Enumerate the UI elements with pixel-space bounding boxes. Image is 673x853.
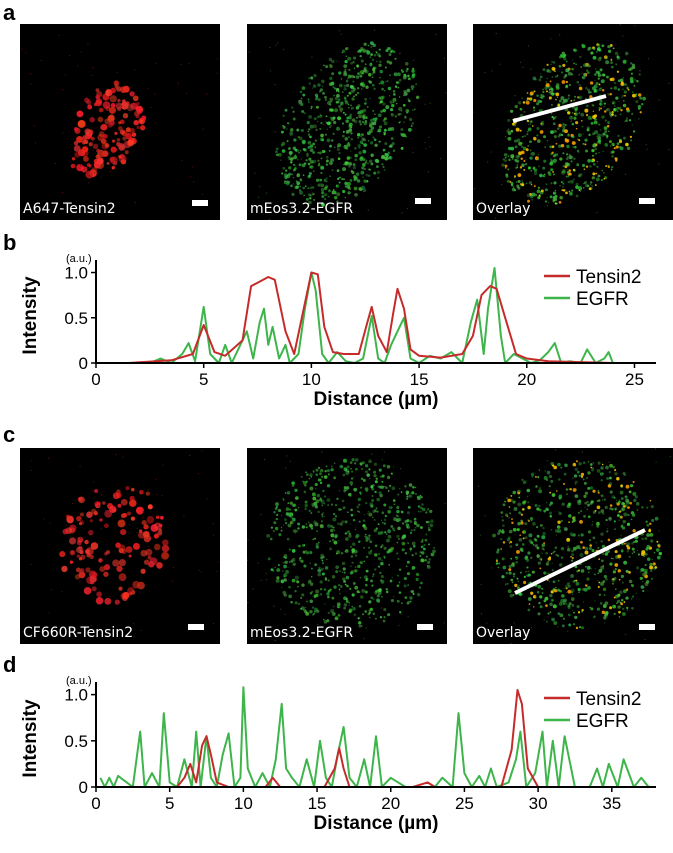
x-tick-label: 0 (91, 370, 100, 389)
x-tick-label: 15 (410, 370, 429, 389)
scale-bar (415, 198, 431, 204)
image-label: CF660R-Tensin2 (23, 625, 134, 641)
micrograph-texture (30, 450, 219, 638)
series-line-egfr (99, 686, 650, 788)
chart-d-svg: 0 5 10 15 20 25 30 35 0 0.5 1.0 Distance (µm) Intens… (20, 675, 656, 834)
micrograph-a-overlay: Overlay (473, 24, 673, 220)
panel-letter-a: a (3, 0, 16, 25)
panel-letter-c: c (3, 422, 16, 447)
x-tick-label: 10 (302, 370, 321, 389)
x-axis-label: Distance (µm) (314, 813, 439, 834)
micrograph-texture (21, 34, 218, 220)
y-axis-label: Intensity (20, 699, 41, 778)
y-tick-label: 0.5 (64, 309, 88, 328)
series-line-egfr (149, 267, 614, 364)
panel-letter-d: d (3, 652, 17, 677)
scale-bar (188, 624, 204, 630)
x-tick-label: 25 (455, 794, 474, 813)
scale-bar (417, 624, 433, 630)
y-axis-label: Intensity (20, 276, 41, 355)
scale-bar (192, 200, 208, 206)
y-tick-label: 0.5 (64, 732, 88, 751)
series-group (128, 267, 614, 364)
x-tick-label: 0 (91, 794, 100, 813)
micrograph-texture (477, 448, 671, 644)
image-label: Overlay (476, 201, 531, 217)
x-tick-label: 5 (165, 794, 174, 813)
x-axis-label: Distance (µm) (314, 389, 439, 410)
micrograph-a-egfr: mEos3.2-EGFR (247, 24, 447, 220)
chart-b-svg: 0 5 10 15 20 25 0 0.5 1.0 Distance (µm) Intensity (… (20, 253, 656, 410)
micrograph-texture (473, 24, 670, 219)
y-tick-label: 1.0 (64, 264, 88, 283)
legend-label-egfr: EGFR (576, 289, 629, 310)
series-line-tensin2 (128, 271, 613, 364)
micrograph-c-overlay: Overlay (473, 448, 673, 644)
y-unit-label: (a.u.) (66, 253, 92, 265)
scale-bar (639, 198, 655, 204)
image-label: A647-Tensin2 (23, 201, 116, 217)
series-line-tensin2 (96, 689, 656, 788)
x-tick-label: 5 (199, 370, 208, 389)
image-label: mEos3.2-EGFR (250, 201, 354, 217)
line-profile-chart-b: 0 5 10 15 20 25 0 0.5 1.0 Distance (µm) Intensity (… (0, 250, 673, 425)
micrograph-texture (247, 451, 446, 642)
micrograph-c-egfr: mEos3.2-EGFR (247, 448, 447, 644)
x-tick-label: 30 (529, 794, 548, 813)
micrograph-texture (248, 29, 447, 220)
x-tick-label: 20 (517, 370, 536, 389)
image-label: Overlay (476, 625, 531, 641)
legend-label-egfr: EGFR (576, 711, 629, 732)
line-profile-chart-d: 0 5 10 15 20 25 30 35 0 0.5 1.0 Distance (µm) Intens… (0, 672, 673, 848)
y-tick-label: 0 (79, 778, 88, 797)
y-tick-label: 1.0 (64, 686, 88, 705)
scale-bar (639, 624, 655, 630)
x-tick-label: 20 (381, 794, 400, 813)
micrograph-a-tensin2: A647-Tensin2 (20, 24, 220, 220)
panel-letter-b: b (3, 230, 17, 255)
series-group (96, 686, 656, 788)
x-tick-label: 10 (234, 794, 253, 813)
x-tick-label: 25 (625, 370, 644, 389)
y-tick-label: 0 (79, 354, 88, 373)
x-tick-label: 15 (308, 794, 327, 813)
x-tick-label: 35 (602, 794, 621, 813)
legend-label-tensin2: Tensin2 (576, 267, 642, 288)
micrograph-c-tensin2: CF660R-Tensin2 (20, 448, 220, 644)
y-unit-label: (a.u.) (66, 675, 92, 687)
image-label: mEos3.2-EGFR (250, 625, 354, 641)
legend-label-tensin2: Tensin2 (576, 689, 642, 710)
